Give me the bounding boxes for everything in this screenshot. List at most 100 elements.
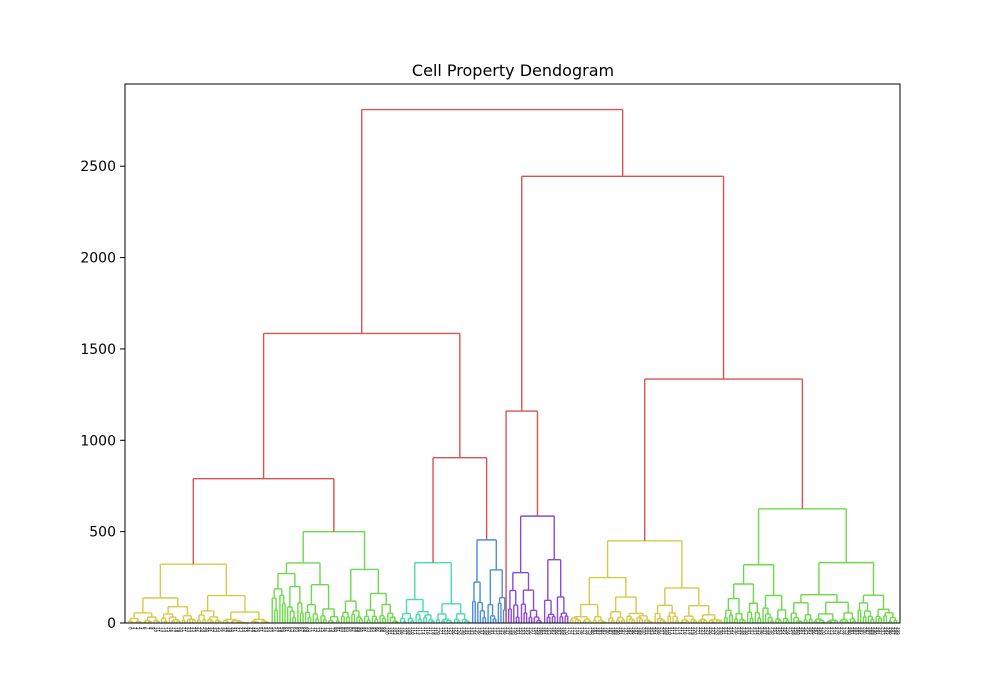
leaf-label: 50: [256, 627, 261, 633]
leaf-label: 19: [176, 627, 181, 633]
leaf-label: 86: [348, 627, 353, 633]
leaf-label: 63: [289, 627, 294, 633]
leaf-label: 293: [880, 627, 885, 635]
leaf-label: 20: [179, 627, 184, 633]
leaf-labels: 0123456789101112131415161718192021222324…: [127, 627, 900, 635]
leaf-label: 180: [590, 627, 595, 635]
leaf-label: 23: [186, 627, 191, 633]
leaf-label: 127: [454, 627, 459, 635]
leaf-label: 165: [551, 627, 556, 635]
leaf-label: 136: [477, 627, 482, 635]
leaf-label: 258: [790, 627, 795, 635]
leaf-label: 179: [587, 627, 592, 635]
leaf-label: 148: [508, 627, 513, 635]
leaf-label: 213: [675, 627, 680, 635]
chart-title: Cell Property Dendogram: [412, 61, 614, 80]
leaf-label: 227: [711, 627, 716, 635]
leaf-label: 60: [281, 627, 286, 633]
leaf-label: 164: [549, 627, 554, 635]
leaf-label: 96: [374, 627, 379, 633]
leaf-label: 47: [248, 627, 253, 633]
leaf-label: 284: [857, 627, 862, 635]
leaf-label: 169: [562, 627, 567, 635]
leaf-label: 201: [644, 627, 649, 635]
leaf-label: 288: [867, 627, 872, 635]
leaf-label: 59: [279, 627, 284, 633]
leaf-label: 108: [405, 627, 410, 635]
y-tick-label: 500: [89, 525, 116, 541]
leaf-label: 214: [677, 627, 682, 635]
leaf-label: 70: [307, 627, 312, 633]
leaf-label: 27: [197, 627, 202, 633]
leaf-label: 125: [449, 627, 454, 635]
leaf-label: 181: [592, 627, 597, 635]
leaf-label: 73: [315, 627, 320, 633]
leaf-label: 257: [788, 627, 793, 635]
leaf-label: 103: [392, 627, 397, 635]
plot-frame: [124, 83, 901, 624]
leaf-label: 276: [837, 627, 842, 635]
leaf-label: 72: [312, 627, 317, 633]
leaf-label: 100: [384, 627, 389, 635]
leaf-label: 97: [377, 627, 382, 633]
leaf-label: 198: [636, 627, 641, 635]
leaf-label: 215: [680, 627, 685, 635]
leaf-label: 197: [634, 627, 639, 635]
leaf-label: 195: [628, 627, 633, 635]
leaf-label: 141: [490, 627, 495, 635]
leaf-label: 267: [813, 627, 818, 635]
leaf-label: 17: [171, 627, 176, 633]
leaf-label: 224: [703, 627, 708, 635]
leaf-label: 270: [821, 627, 826, 635]
leaf-label: 133: [469, 627, 474, 635]
leaf-label: 139: [485, 627, 490, 635]
leaf-label: 269: [819, 627, 824, 635]
leaf-label: 265: [808, 627, 813, 635]
leaf-label: 262: [801, 627, 806, 635]
leaf-label: 153: [520, 627, 525, 635]
leaf-label: 111: [413, 627, 418, 635]
leaf-label: 155: [526, 627, 531, 635]
leaf-label: 273: [829, 627, 834, 635]
leaf-label: 279: [844, 627, 849, 635]
leaf-label: 112: [415, 627, 420, 635]
leaf-label: 249: [767, 627, 772, 635]
leaf-label: 44: [240, 627, 245, 633]
leaf-label: 41: [233, 627, 238, 633]
leaf-label: 29: [202, 627, 207, 633]
leaf-label: 89: [356, 627, 361, 633]
leaf-label: 205: [654, 627, 659, 635]
leaf-label: 8: [148, 627, 153, 630]
leaf-label: 183: [598, 627, 603, 635]
leaf-label: 161: [541, 627, 546, 635]
leaf-label: 171: [567, 627, 572, 635]
leaf-label: 287: [865, 627, 870, 635]
leaf-label: 177: [582, 627, 587, 635]
leaf-label: 208: [662, 627, 667, 635]
leaf-label: 152: [518, 627, 523, 635]
leaf-label: 37: [222, 627, 227, 633]
leaf-label: 170: [564, 627, 569, 635]
leaf-label: 102: [389, 627, 394, 635]
leaf-label: 189: [613, 627, 618, 635]
leaf-label: 299: [896, 627, 901, 635]
leaf-label: 53: [263, 627, 268, 633]
leaf-label: 283: [855, 627, 860, 635]
leaf-label: 160: [538, 627, 543, 635]
leaf-label: 219: [690, 627, 695, 635]
leaf-label: 156: [528, 627, 533, 635]
leaf-label: 285: [860, 627, 865, 635]
leaf-label: 83: [341, 627, 346, 633]
leaf-label: 33: [212, 627, 217, 633]
leaf-label: 82: [338, 627, 343, 633]
leaf-label: 223: [700, 627, 705, 635]
leaf-label: 123: [443, 627, 448, 635]
leaf-label: 105: [397, 627, 402, 635]
leaf-label: 74: [317, 627, 322, 633]
leaf-label: 175: [577, 627, 582, 635]
leaf-label: 4: [138, 627, 143, 630]
leaf-label: 147: [505, 627, 510, 635]
leaf-label: 124: [446, 627, 451, 635]
leaf-label: 137: [479, 627, 484, 635]
leaf-label: 134: [472, 627, 477, 635]
